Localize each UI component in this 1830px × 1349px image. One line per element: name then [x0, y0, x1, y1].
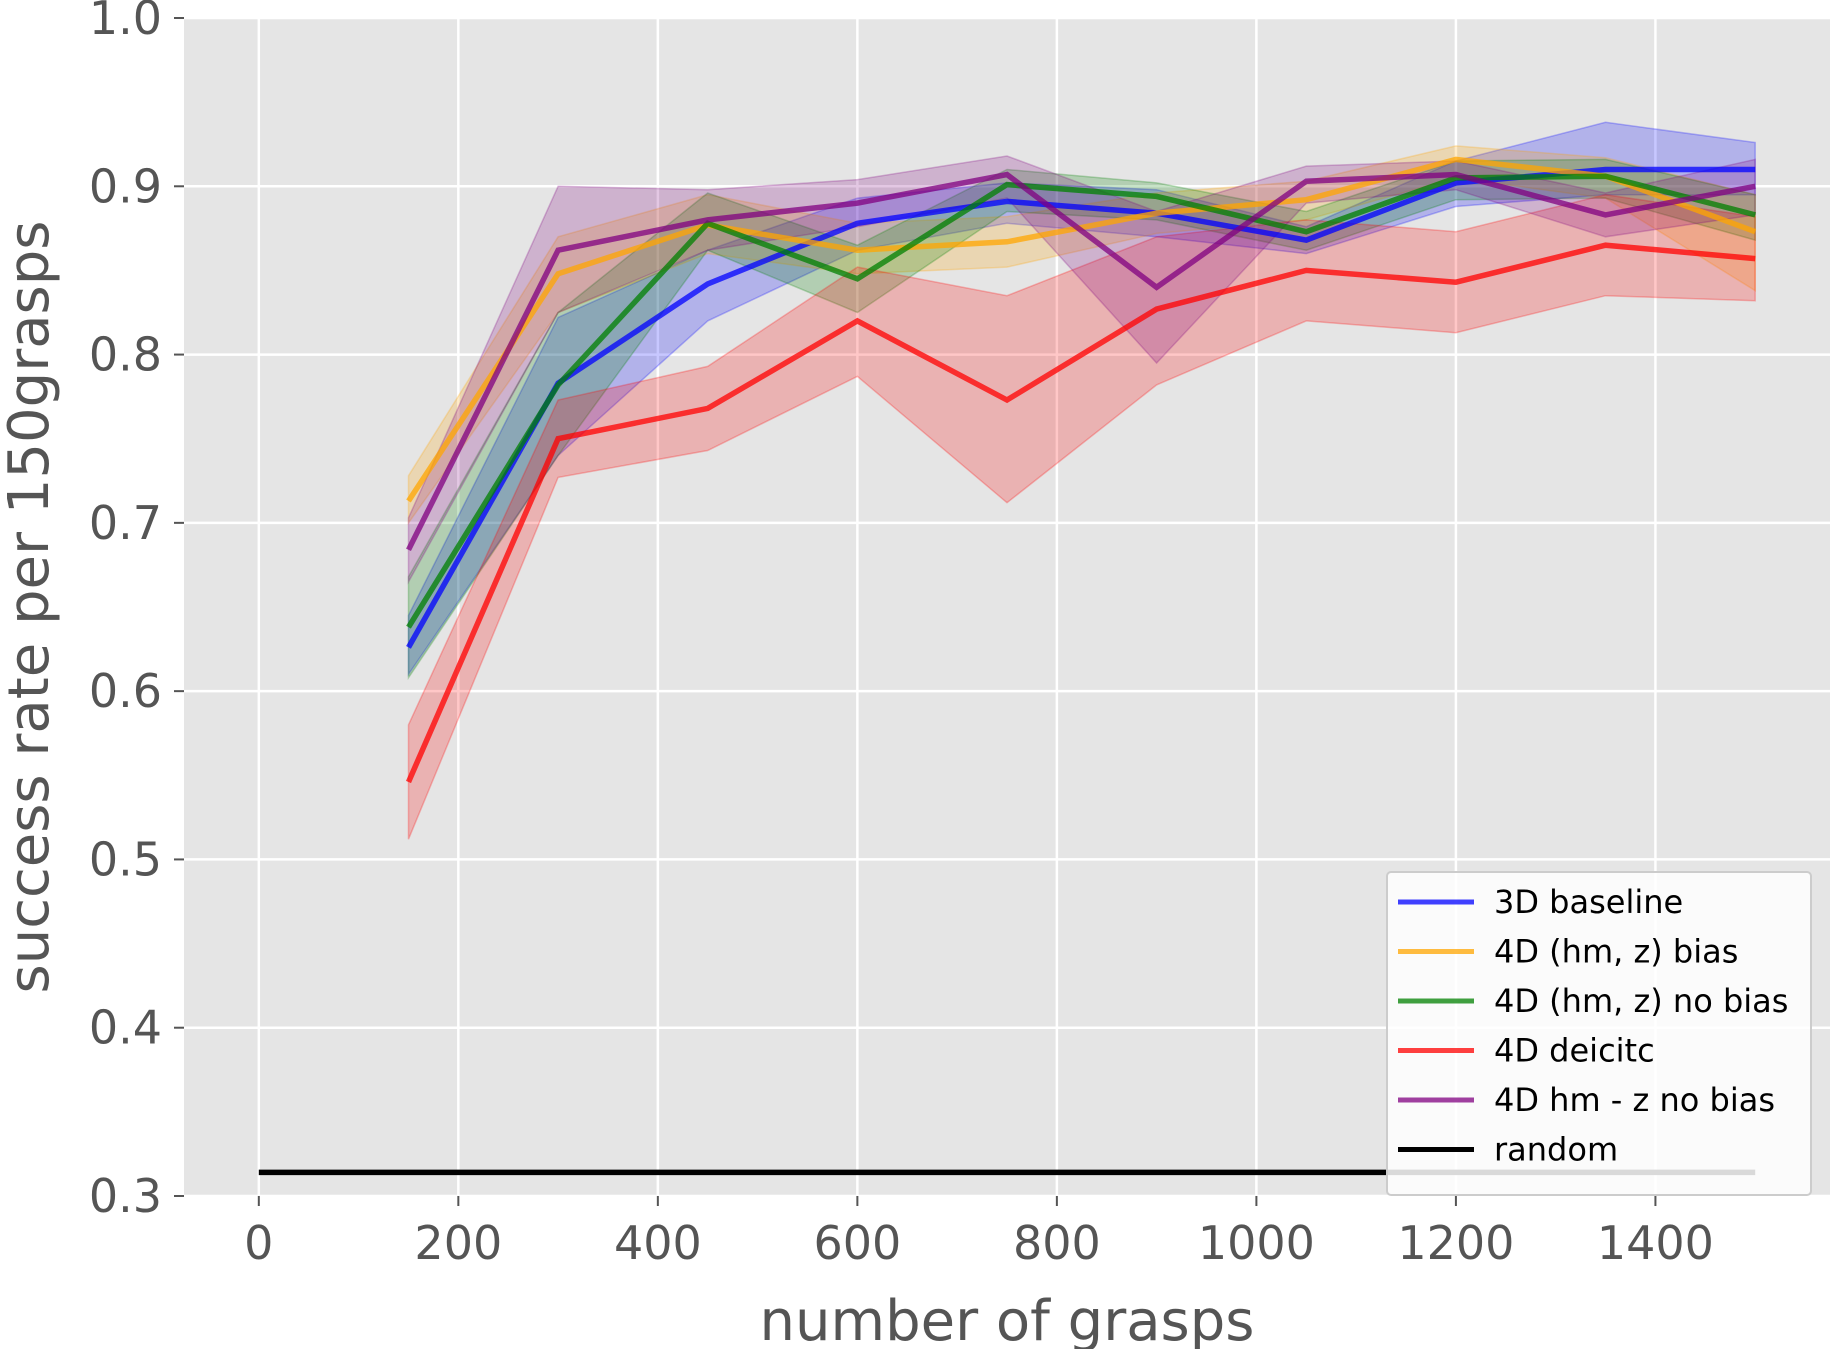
y-tick-label: 0.9 — [89, 159, 162, 213]
confidence-bands — [407, 121, 1756, 840]
x-tick-label: 600 — [813, 1216, 901, 1270]
x-tick-label: 800 — [1013, 1216, 1101, 1270]
line-4d-hm-z-no-bias — [406, 173, 1756, 629]
legend-label: 4D (hm, z) no bias — [1494, 982, 1788, 1020]
x-tick-label: 400 — [614, 1216, 702, 1270]
x-tick-label: 1200 — [1397, 1216, 1514, 1270]
y-tick-label: 0.7 — [89, 496, 162, 550]
y-axis-label: success rate per 150grasps — [0, 221, 62, 994]
y-tick-label: 0.5 — [89, 832, 162, 886]
legend-label: random — [1494, 1131, 1618, 1169]
legend-label: 3D baseline — [1494, 883, 1683, 921]
x-axis-label: number of grasps — [760, 1289, 1255, 1349]
y-tick-label: 1.0 — [89, 0, 162, 45]
y-axis-ticks: 0.3 0.4 0.5 0.6 0.7 0.8 0.9 1.0 — [89, 0, 184, 1223]
line-4d-deicitc — [405, 242, 1756, 784]
x-tick-label: 1000 — [1198, 1216, 1315, 1270]
x-tick-label: 200 — [414, 1216, 502, 1270]
band-4d-deicitc — [407, 193, 1756, 840]
y-tick-label: 0.3 — [89, 1169, 162, 1223]
x-tick-label: 1400 — [1597, 1216, 1714, 1270]
y-tick-label: 0.4 — [89, 1001, 162, 1055]
legend-label: 4D (hm, z) bias — [1494, 933, 1738, 971]
y-tick-label: 0.8 — [89, 328, 162, 382]
legend-box — [1386, 871, 1812, 1196]
legend-label: 4D deicitc — [1494, 1032, 1655, 1070]
line-4d-hm-z-no-bias — [406, 171, 1756, 552]
legend: 3D baseline 4D (hm, z) bias 4D (hm, z) no … — [1386, 871, 1812, 1196]
y-tick-label: 0.6 — [89, 664, 162, 718]
series-lines — [258, 156, 1757, 1176]
band-4d-hm-z-no-bias — [407, 158, 1756, 681]
x-axis-ticks: 0 200 400 600 800 1000 1200 1400 — [244, 1196, 1714, 1270]
band-4d-hm-z-bias — [407, 145, 1756, 526]
legend-label: 4D hm - z no bias — [1494, 1081, 1775, 1119]
x-tick-label: 0 — [244, 1216, 273, 1270]
